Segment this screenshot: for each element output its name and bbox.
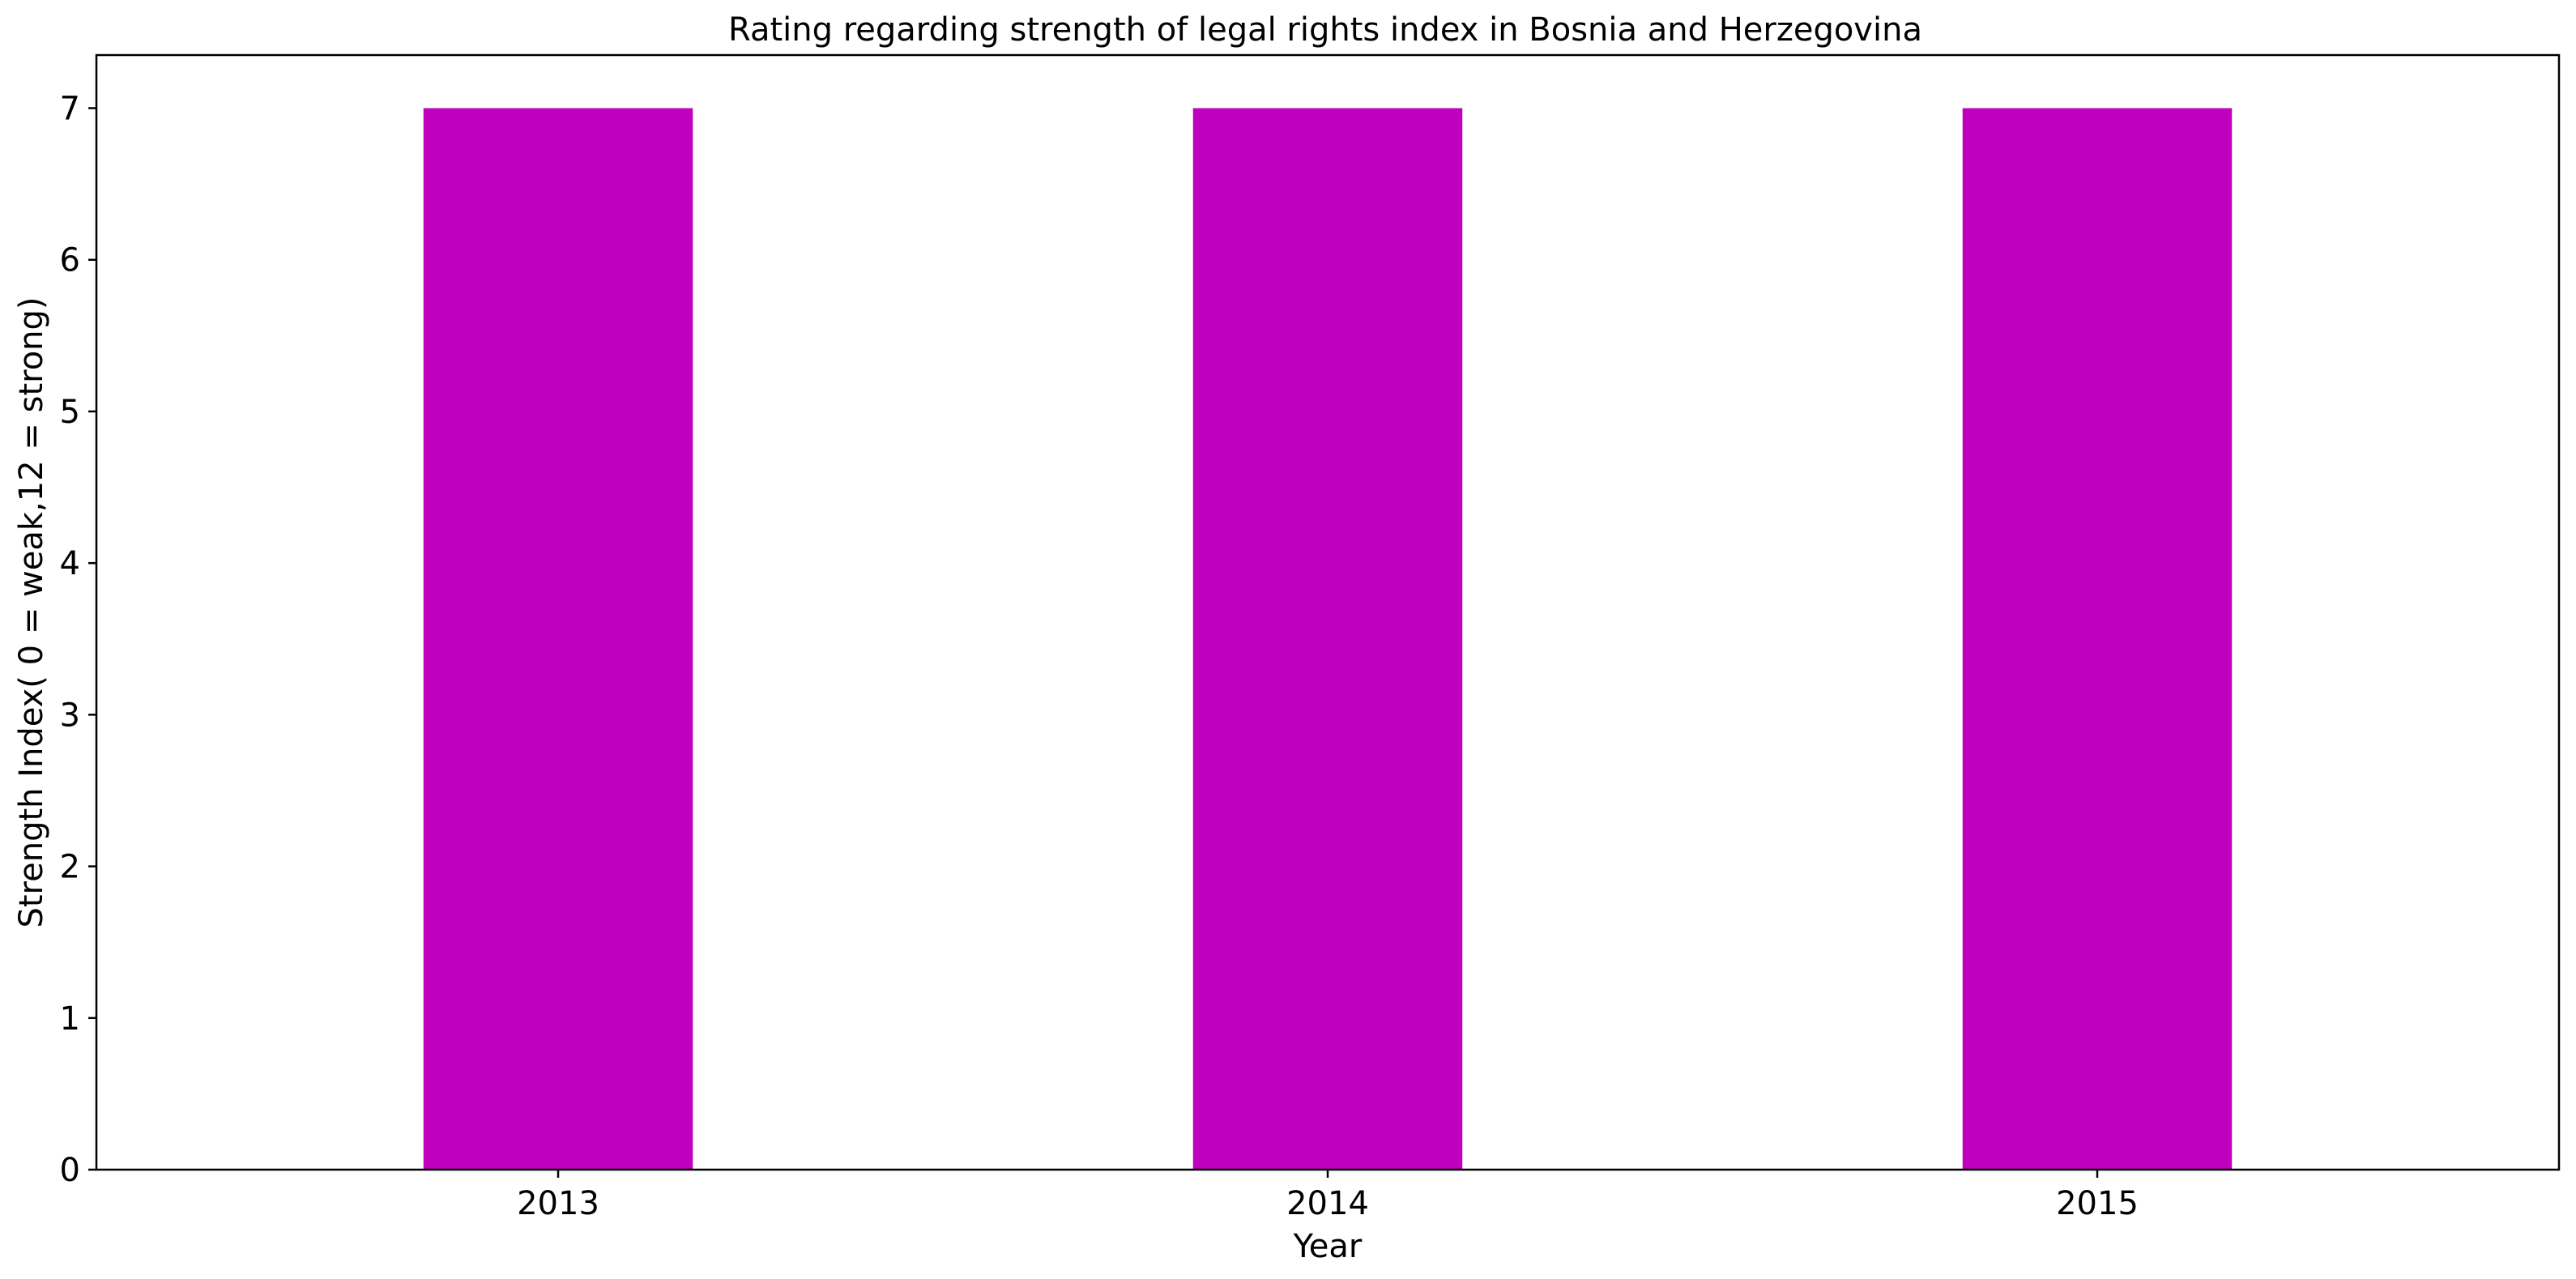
plot-frame — [95, 53, 2561, 1171]
bar-2014 — [1192, 108, 1463, 1170]
bars-layer — [423, 108, 2233, 1170]
x-axis-label: Year — [1293, 1228, 1363, 1265]
y-axis-ticks: 0 1 2 3 4 5 6 7 — [60, 91, 96, 1189]
x-tick-label: 2015 — [2056, 1185, 2139, 1222]
y-axis-label: Strength Index( 0 = weak,12 = strong) — [13, 296, 50, 927]
y-tick-label: 5 — [60, 394, 80, 431]
y-tick-label: 0 — [60, 1152, 80, 1189]
x-tick-label: 2014 — [1286, 1185, 1369, 1222]
y-tick-label: 3 — [60, 697, 80, 734]
x-axis-ticks: 2013 2014 2015 — [517, 1170, 2139, 1222]
y-tick-label: 7 — [60, 91, 80, 128]
y-tick-label: 4 — [60, 545, 80, 582]
x-tick-label: 2013 — [517, 1185, 599, 1222]
y-tick-label: 6 — [60, 242, 80, 279]
bar-2013 — [423, 108, 693, 1170]
bar-2015 — [1962, 108, 2233, 1170]
chart-title: Rating regarding strength of legal right… — [728, 11, 1922, 49]
y-tick-label: 2 — [60, 849, 80, 886]
y-tick-label: 1 — [60, 1000, 80, 1038]
